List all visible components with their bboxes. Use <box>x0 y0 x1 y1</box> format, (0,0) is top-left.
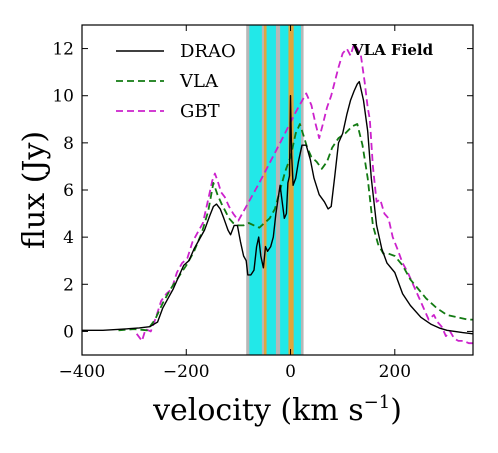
band-2 <box>264 25 276 355</box>
band-5 <box>288 25 294 355</box>
y-tick-label: 4 <box>63 228 74 248</box>
velocity-bands <box>246 25 304 355</box>
y-tick-label: 12 <box>52 40 74 60</box>
series-layer <box>82 43 473 345</box>
x-tick-label: 0 <box>285 362 296 382</box>
legend: DRAO VLA GBT <box>116 41 236 122</box>
field-annotation: VLA Field <box>351 41 434 59</box>
x-tick-label: −200 <box>163 362 210 382</box>
x-tick-label: 200 <box>379 362 411 382</box>
x-axis-label-main: velocity (km s <box>152 393 364 428</box>
legend-label-vla: VLA <box>179 71 219 92</box>
y-tick-label: 2 <box>63 275 74 295</box>
y-tick-label: 6 <box>63 181 74 201</box>
series-line-drao <box>82 80 473 335</box>
x-axis-label: velocity (km s−1) <box>152 392 402 428</box>
y-tick-label: 10 <box>52 87 74 107</box>
legend-label-drao: DRAO <box>180 41 236 62</box>
series-line-gbt <box>135 43 473 345</box>
x-axis-label-close: ) <box>390 393 402 428</box>
band-4 <box>263 25 267 355</box>
y-tick-label: 0 <box>63 322 74 342</box>
y-axis-label: flux (Jy) <box>17 131 52 249</box>
x-tick-label: −400 <box>59 362 106 382</box>
x-axis-label-exponent: −1 <box>364 392 391 413</box>
legend-label-gbt: GBT <box>180 101 220 122</box>
y-tick-label: 8 <box>63 134 74 154</box>
axis-ticks: −400 −200 0 200 0 2 4 6 8 10 12 <box>52 25 473 382</box>
series-line-vla <box>118 123 473 332</box>
